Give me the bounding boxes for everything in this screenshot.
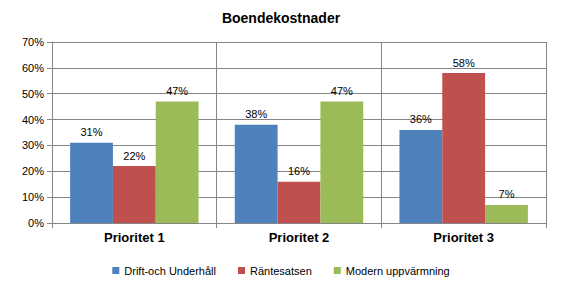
svg-text:30%: 30% xyxy=(22,139,44,151)
svg-text:47%: 47% xyxy=(166,85,188,97)
svg-text:38%: 38% xyxy=(245,108,267,120)
svg-text:Drift-och Underhåll: Drift-och Underhåll xyxy=(124,265,216,277)
svg-text:47%: 47% xyxy=(331,85,353,97)
svg-text:50%: 50% xyxy=(22,88,44,100)
svg-text:58%: 58% xyxy=(453,57,475,69)
svg-text:Räntesatsen: Räntesatsen xyxy=(250,265,312,277)
svg-text:16%: 16% xyxy=(288,165,310,177)
svg-text:40%: 40% xyxy=(22,114,44,126)
svg-text:7%: 7% xyxy=(499,188,515,200)
svg-text:31%: 31% xyxy=(81,126,103,138)
svg-text:10%: 10% xyxy=(22,191,44,203)
svg-text:20%: 20% xyxy=(22,165,44,177)
svg-text:Prioritet 1: Prioritet 1 xyxy=(104,230,165,245)
svg-text:70%: 70% xyxy=(22,36,44,48)
svg-text:Boendekostnader: Boendekostnader xyxy=(222,10,341,26)
svg-text:Prioritet 2: Prioritet 2 xyxy=(269,230,330,245)
svg-text:36%: 36% xyxy=(410,113,432,125)
svg-text:Modern uppvärmning: Modern uppvärmning xyxy=(346,265,450,277)
svg-text:Prioritet 3: Prioritet 3 xyxy=(433,230,494,245)
svg-text:22%: 22% xyxy=(123,150,145,162)
svg-text:0%: 0% xyxy=(28,217,44,229)
svg-text:60%: 60% xyxy=(22,62,44,74)
